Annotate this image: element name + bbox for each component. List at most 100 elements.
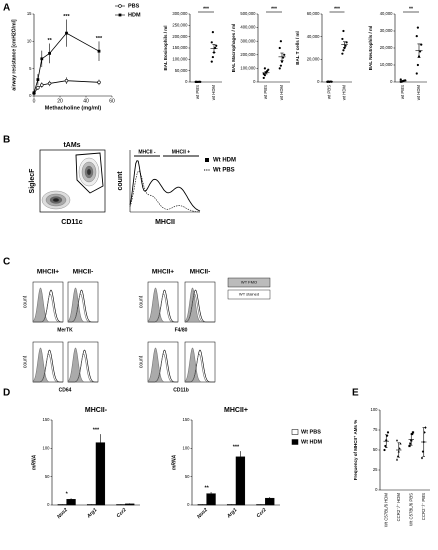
y-tick-label: 150,000: [172, 45, 188, 50]
y-tick-label: 15: [27, 11, 32, 16]
y-tick-label: 150: [183, 417, 191, 422]
x-tick-label: Nos2: [56, 507, 69, 520]
marker: [210, 60, 213, 63]
histogram-shape: [32, 287, 63, 323]
significance: ***: [63, 14, 70, 20]
marker: [341, 52, 344, 55]
panel-letter: E: [352, 388, 359, 399]
y-tick-label: 25: [373, 467, 378, 472]
x-tick-label: CCR2⁻/⁻ PBS: [421, 493, 426, 520]
histogram-shape: [129, 160, 201, 212]
axis-label: CD11b: [173, 387, 189, 393]
y-tick-label: 40,000: [380, 11, 393, 16]
marker: [279, 64, 282, 67]
marker: [97, 49, 101, 53]
marker: [399, 442, 402, 445]
column-header: MHCII+: [152, 269, 174, 276]
axis-label: count: [138, 295, 144, 308]
y-tick-label: 0: [317, 79, 320, 84]
panel-letter: C: [3, 257, 10, 268]
significance: ***: [93, 428, 100, 434]
marker: [415, 35, 418, 38]
significance: *: [66, 492, 69, 498]
legend-label: Wt PBS: [213, 168, 235, 174]
x-tick-label: wt PBS: [263, 85, 268, 99]
y-tick-label: 100: [43, 445, 51, 450]
significance: **: [205, 485, 210, 491]
histogram-shape: [148, 353, 178, 383]
bar: [265, 497, 275, 506]
significance: **: [47, 38, 52, 44]
y-axis-label: BAL Macrophages / ml: [231, 24, 236, 72]
bar: [206, 493, 216, 506]
bar: [86, 504, 97, 506]
y-tick-label: 250,000: [172, 22, 188, 27]
bar: [95, 442, 106, 506]
panel-letter: B: [3, 135, 10, 146]
histogram-shape: [185, 353, 215, 383]
y-tick-label: 0: [390, 79, 393, 84]
marker: [344, 44, 347, 47]
axis-label: MHCII: [155, 219, 175, 226]
bar: [125, 503, 135, 506]
marker: [342, 29, 345, 33]
marker: [386, 431, 390, 434]
histogram-shape: [33, 293, 63, 323]
legend-label: HDM: [128, 12, 141, 18]
histogram-shape: [185, 293, 215, 323]
y-tick-label: 0: [253, 79, 256, 84]
axis-label: CD11c: [61, 219, 83, 226]
legend-swatch: [291, 439, 299, 445]
legend-box: [227, 289, 271, 300]
significance: ***: [233, 445, 240, 451]
marker: [396, 455, 399, 458]
y-tick-label: 100: [183, 445, 191, 450]
significance: ***: [203, 6, 209, 12]
x-tick-label: wt HDM: [342, 85, 347, 101]
y-tick-label: 50,000: [175, 68, 188, 73]
panel-title: MHCII+: [224, 407, 248, 414]
x-tick-label: Arg1: [225, 507, 238, 520]
x-tick-label: Wt C57BL/6 HDM: [383, 493, 388, 528]
legend-box: [227, 277, 271, 288]
marker: [416, 63, 419, 67]
y-tick-label: 100,000: [172, 56, 188, 61]
marker: [40, 83, 44, 87]
marker: [409, 442, 412, 445]
marker: [36, 86, 40, 90]
x-tick-label: wt PBS: [400, 85, 405, 99]
marker: [40, 57, 44, 61]
contour: [52, 198, 60, 202]
marker: [416, 26, 419, 29]
marker: [383, 448, 386, 452]
contour: [86, 168, 92, 176]
y-tick-label: 200,000: [172, 34, 188, 39]
significance: **: [409, 6, 413, 12]
y-tick-label: 75: [373, 427, 378, 432]
legend-label: Wt HDM: [301, 439, 322, 445]
histogram-shape: [184, 347, 215, 383]
marker: [262, 76, 265, 80]
legend-swatch: [205, 158, 209, 162]
y-tick-label: 50: [185, 474, 190, 479]
marker: [97, 80, 101, 85]
marker: [395, 458, 399, 461]
marker: [215, 44, 218, 47]
marker: [47, 81, 52, 86]
x-tick-label: 20: [57, 98, 63, 104]
legend-label: PBS: [128, 3, 140, 9]
column-header: MHCII-: [73, 269, 94, 276]
y-axis-label: BAL Eosinophils / ml: [163, 26, 168, 71]
x-tick-label: CCR2⁻/⁻ HDM: [396, 493, 401, 522]
marker: [263, 67, 266, 70]
panel-letter: D: [3, 388, 10, 399]
gate: [75, 152, 104, 194]
y-axis-label: BAL T cells / ml: [295, 31, 300, 64]
bar: [116, 504, 126, 506]
histogram-shape: [68, 293, 98, 323]
x-tick-label: Ccr2: [256, 507, 268, 519]
marker: [48, 51, 51, 55]
marker: [423, 431, 426, 434]
y-tick-label: 40,000: [307, 34, 320, 39]
y-tick-label: 0: [375, 487, 378, 492]
